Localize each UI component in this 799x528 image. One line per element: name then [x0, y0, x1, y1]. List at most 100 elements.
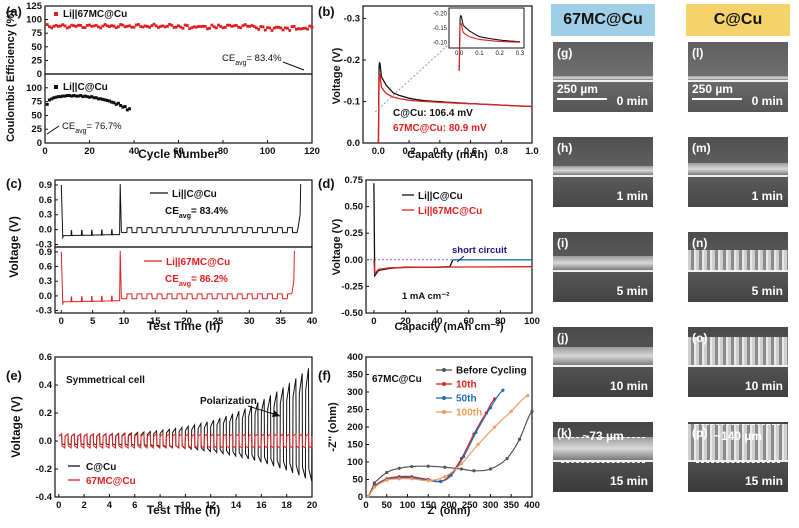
panel-f-point — [488, 467, 493, 471]
panel-a-red-point — [303, 26, 307, 30]
panel-a-red-point — [203, 24, 207, 28]
panel-a-red-point — [275, 25, 278, 29]
panel-f-legend-marker — [442, 368, 446, 372]
lithium-deposit-layer — [688, 337, 788, 365]
panel-a-xtick: 0 — [42, 146, 47, 157]
panel-a-black-point — [70, 94, 74, 98]
panel-a-red-point — [159, 25, 163, 28]
panel-e-xtick: 10 — [180, 500, 191, 511]
panel-a-legend-marker — [54, 12, 58, 16]
panel-a-red-point — [145, 25, 149, 28]
panel-a-red-point — [63, 24, 67, 28]
panel-a-red-point — [226, 23, 229, 27]
panel-f-ytick: 100 — [347, 457, 363, 468]
thickness-dash — [561, 436, 645, 438]
panel-c-ce-bottom: CEavg= 86.2% — [165, 274, 228, 288]
panel-b-inset-C@Cu — [458, 14, 520, 71]
panel-b-xtick: 0.8 — [495, 146, 508, 157]
panel-c-xtick: 0 — [59, 316, 64, 327]
panel-f-point — [385, 478, 389, 482]
panel-f-100th — [367, 394, 529, 497]
thickness-label: ~73 µm — [582, 429, 624, 443]
photo-time-label: 5 min — [616, 284, 648, 298]
panel-f-legend-marker — [442, 396, 446, 400]
panel-c-xtick: 20 — [181, 316, 192, 327]
panel-a-black-point — [63, 94, 67, 98]
panel-a-red-point — [252, 25, 256, 28]
panel-a-red-point — [125, 24, 129, 28]
panel-a-red-point — [112, 24, 116, 28]
panel-f-point — [461, 455, 466, 459]
panel-a-red-point — [266, 26, 269, 30]
panel-d-ytick: -0.50 — [341, 308, 363, 319]
panel-a-black-point — [85, 95, 89, 99]
panel-f-legend-label: 100th — [456, 408, 482, 419]
panel-a-legend-top: Li||67MC@Cu — [63, 9, 127, 20]
panel-c-ce-top: CEavg= 83.4% — [165, 206, 228, 220]
panel-a-red-point — [237, 25, 240, 29]
panel-c-bottom-trace — [60, 250, 295, 305]
copper-substrate-line — [688, 270, 788, 272]
panel-f-ytick: 150 — [347, 440, 363, 451]
panel-f-50th — [367, 389, 504, 497]
panel-f-point — [385, 470, 389, 475]
panel-f-xtick: 150 — [420, 500, 436, 511]
panel-a-red-point — [85, 24, 89, 27]
panel-a-black-point — [116, 101, 120, 105]
panel-a-black-point — [67, 94, 71, 98]
panel-a-top-ytick: 100 — [26, 15, 42, 26]
panel-f-xtick: 50 — [381, 500, 392, 511]
panel-f-point — [517, 437, 522, 441]
panel-a-red-point — [232, 24, 236, 28]
panel-a-red-point — [250, 24, 254, 27]
panel-b-ylabel: Voltage (V) — [331, 47, 343, 104]
scale-bar-label: 250 µm — [557, 82, 598, 96]
panel-f-point — [410, 464, 414, 469]
panel-a-red-point — [163, 25, 167, 29]
panel-a-red-point — [188, 27, 192, 31]
panel-a-black-point — [88, 95, 91, 99]
panel-d-current-density: 1 mA cm⁻² — [402, 291, 449, 302]
photo-right-4: (p) 15 min ~140 µm — [688, 422, 788, 492]
panel-e-xtick: 4 — [107, 500, 113, 511]
panel-a-red-point — [54, 24, 58, 27]
panel-a-xtick: 40 — [129, 146, 140, 157]
panel-f-xtick: 350 — [503, 500, 519, 511]
panel-a-arrow — [282, 61, 305, 71]
panel-b-annotation-ccu: C@Cu: 106.4 mV — [393, 108, 473, 119]
panel-f-title: 67MC@Cu — [372, 374, 422, 385]
panel-f-point — [449, 473, 453, 477]
panel-e-ytick: 0.2 — [39, 408, 52, 419]
panel-b-xlabel: Capacity (mAh) — [407, 149, 488, 161]
panel-f-point — [476, 442, 480, 447]
panel-a-red-point — [59, 24, 62, 28]
photo-time-label: 1 min — [616, 189, 648, 203]
panel-c-bottom-frame — [54, 246, 313, 314]
panel-a-red-point — [83, 26, 87, 30]
panel-c-top-ytick: -0.3 — [36, 240, 52, 251]
panel-d-short-circuit: short circuit — [452, 245, 508, 256]
panel-c-top-ytick: 0.0 — [39, 225, 52, 236]
panel-a-red-point — [181, 26, 185, 30]
panel-c-xtick: 15 — [150, 316, 161, 327]
panel-d-xtick: 80 — [495, 316, 506, 327]
panel-c-xtick: 40 — [307, 316, 318, 327]
panel-a-red-point — [281, 28, 285, 32]
photo-time-label: 0 min — [751, 94, 783, 108]
panel-a-red-point — [174, 25, 178, 29]
panel-a-red-point — [90, 24, 94, 28]
panel-a-black-point — [56, 95, 60, 99]
panel-b-inset-ytick: -0.15 — [433, 26, 447, 32]
panel-a-black-point — [101, 97, 105, 101]
panel-a-black-point — [108, 99, 112, 103]
photo-time-label: 15 min — [609, 474, 648, 488]
photo-panel-label: (o) — [692, 331, 708, 345]
photo-time-label: 15 min — [744, 474, 783, 488]
panel-c-ylabel: Voltage (V) — [7, 216, 21, 278]
panel-a-red-point — [301, 27, 305, 30]
panel-a-bottom-ytick: 75 — [31, 97, 42, 108]
panel-a-red-point — [170, 23, 174, 27]
panel-a-black-point — [99, 97, 103, 101]
panel-c-xtick: 10 — [119, 316, 130, 327]
panel-f-xtick: 100 — [400, 500, 416, 511]
